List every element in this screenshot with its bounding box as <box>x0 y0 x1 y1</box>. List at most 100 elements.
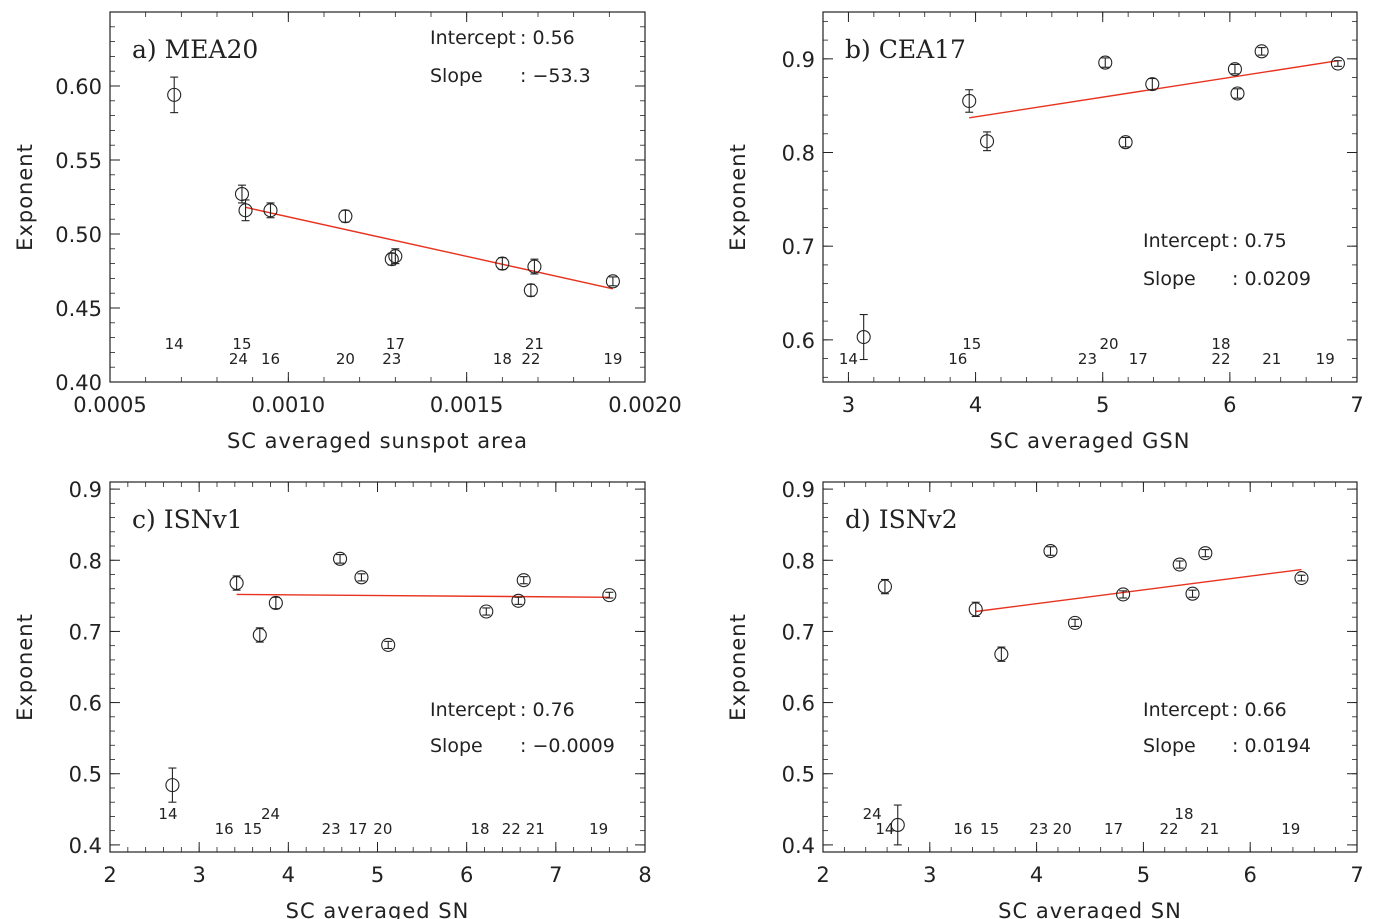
cycle-label: 14 <box>158 805 177 823</box>
cycle-label: 17 <box>1104 820 1123 838</box>
data-point <box>979 134 995 149</box>
y-tick-label: 0.40 <box>55 371 102 395</box>
y-axis-label: Exponent <box>726 143 750 251</box>
data-point <box>495 256 510 271</box>
cycle-label: 20 <box>1053 820 1072 838</box>
x-tick-label: 4 <box>282 863 295 887</box>
cycle-label: 18 <box>1174 805 1193 823</box>
data-point <box>527 259 542 274</box>
cycle-label: 17 <box>386 335 405 353</box>
y-tick-label: 0.6 <box>69 692 102 716</box>
x-tick-label: 0.0010 <box>252 393 325 417</box>
cycle-label: 24 <box>261 805 280 823</box>
cycle-label: 21 <box>1262 350 1281 368</box>
intercept-label: Intercept <box>430 27 516 49</box>
data-point <box>994 647 1009 662</box>
x-tick-label: 3 <box>192 863 205 887</box>
data-point <box>516 573 531 588</box>
slope-label: Slope <box>1143 268 1196 290</box>
data-point <box>877 579 892 594</box>
cycle-label: 16 <box>215 820 234 838</box>
fit-line <box>236 593 610 598</box>
intercept-label: Intercept <box>1143 230 1229 252</box>
chart-panel-4: 2 3 4 5 6 70.40.50.60.70.80.9SC averaged SNEx… <box>726 478 1364 919</box>
y-axis-label: Exponent <box>13 613 37 721</box>
x-tick-label: 6 <box>460 863 473 887</box>
slope-value: : 0.0194 <box>1232 735 1311 757</box>
data-point <box>234 186 250 202</box>
x-tick-label: 3 <box>842 393 855 417</box>
data-point <box>602 588 617 603</box>
intercept-label: Intercept <box>1143 699 1229 721</box>
x-tick-label: 0.0005 <box>73 393 146 417</box>
x-tick-label: 2 <box>103 863 116 887</box>
cycle-label: 20 <box>373 820 392 838</box>
y-tick-label: 0.7 <box>69 620 102 644</box>
cycle-label: 16 <box>261 350 280 368</box>
intercept-value: : 0.75 <box>1232 230 1287 252</box>
y-tick-label: 0.4 <box>782 834 815 858</box>
x-tick-label: 4 <box>1030 863 1043 887</box>
cycle-label: 17 <box>1129 350 1148 368</box>
intercept-value: : 0.56 <box>520 27 575 49</box>
data-point <box>1067 615 1083 630</box>
data-point <box>890 817 905 833</box>
data-point <box>268 595 283 611</box>
y-tick-label: 0.7 <box>782 235 815 259</box>
cycle-label: 18 <box>470 820 489 838</box>
data-point <box>167 87 182 102</box>
cycle-label: 19 <box>589 820 608 838</box>
cycle-label: 20 <box>336 350 355 368</box>
y-tick-label: 0.60 <box>55 75 102 99</box>
data-point <box>1185 586 1200 601</box>
y-tick-label: 0.8 <box>69 549 102 573</box>
x-tick-label: 5 <box>1137 863 1150 887</box>
x-tick-label: 7 <box>1350 393 1363 417</box>
chart-panel-3: 2 3 4 5 6 7 80.40.50.60.70.80.9SC averaged SNE… <box>13 478 652 919</box>
y-tick-label: 0.7 <box>782 620 815 644</box>
data-point <box>1116 587 1131 602</box>
cycle-label: 16 <box>948 350 967 368</box>
y-tick-label: 0.5 <box>69 763 102 787</box>
cycle-label: 15 <box>243 820 262 838</box>
y-tick-label: 0.50 <box>55 223 102 247</box>
data-point <box>229 575 244 591</box>
cycle-label: 22 <box>1159 820 1178 838</box>
cycle-label: 23 <box>382 350 401 368</box>
x-tick-label: 5 <box>1096 393 1109 417</box>
data-point <box>384 252 399 267</box>
cycle-label: 19 <box>603 350 622 368</box>
data-point <box>1227 62 1242 77</box>
data-point <box>523 283 538 298</box>
y-tick-label: 0.45 <box>55 297 102 321</box>
panel-label: a) MEA20 <box>132 35 258 64</box>
cycle-label: 23 <box>1078 350 1097 368</box>
cycle-label: 14 <box>165 335 184 353</box>
cycle-label: 24 <box>863 805 882 823</box>
cycle-label: 18 <box>493 350 512 368</box>
slope-label: Slope <box>430 65 483 87</box>
cycle-label: 18 <box>1211 335 1230 353</box>
cycle-label: 20 <box>1100 335 1119 353</box>
cycle-label: 21 <box>1200 820 1219 838</box>
data-point <box>1254 44 1269 59</box>
data-point <box>1145 77 1160 92</box>
slope-label: Slope <box>1143 735 1196 757</box>
panel-label: b) CEA17 <box>845 35 966 64</box>
cycle-label: 17 <box>348 820 367 838</box>
data-point <box>338 209 353 224</box>
cycle-label: 15 <box>980 820 999 838</box>
data-point <box>354 570 369 585</box>
cycle-label: 16 <box>953 820 972 838</box>
intercept-value: : 0.76 <box>520 699 575 721</box>
cycle-label: 15 <box>962 335 981 353</box>
data-point <box>1330 56 1345 71</box>
data-point <box>1043 543 1058 559</box>
plot-frame <box>822 11 1358 383</box>
x-tick-label: 8 <box>638 863 651 887</box>
data-point <box>479 604 494 619</box>
x-tick-label: 2 <box>816 863 829 887</box>
x-axis-label: SC averaged SN <box>286 899 470 919</box>
data-point <box>962 93 977 109</box>
y-tick-label: 0.6 <box>782 692 815 716</box>
